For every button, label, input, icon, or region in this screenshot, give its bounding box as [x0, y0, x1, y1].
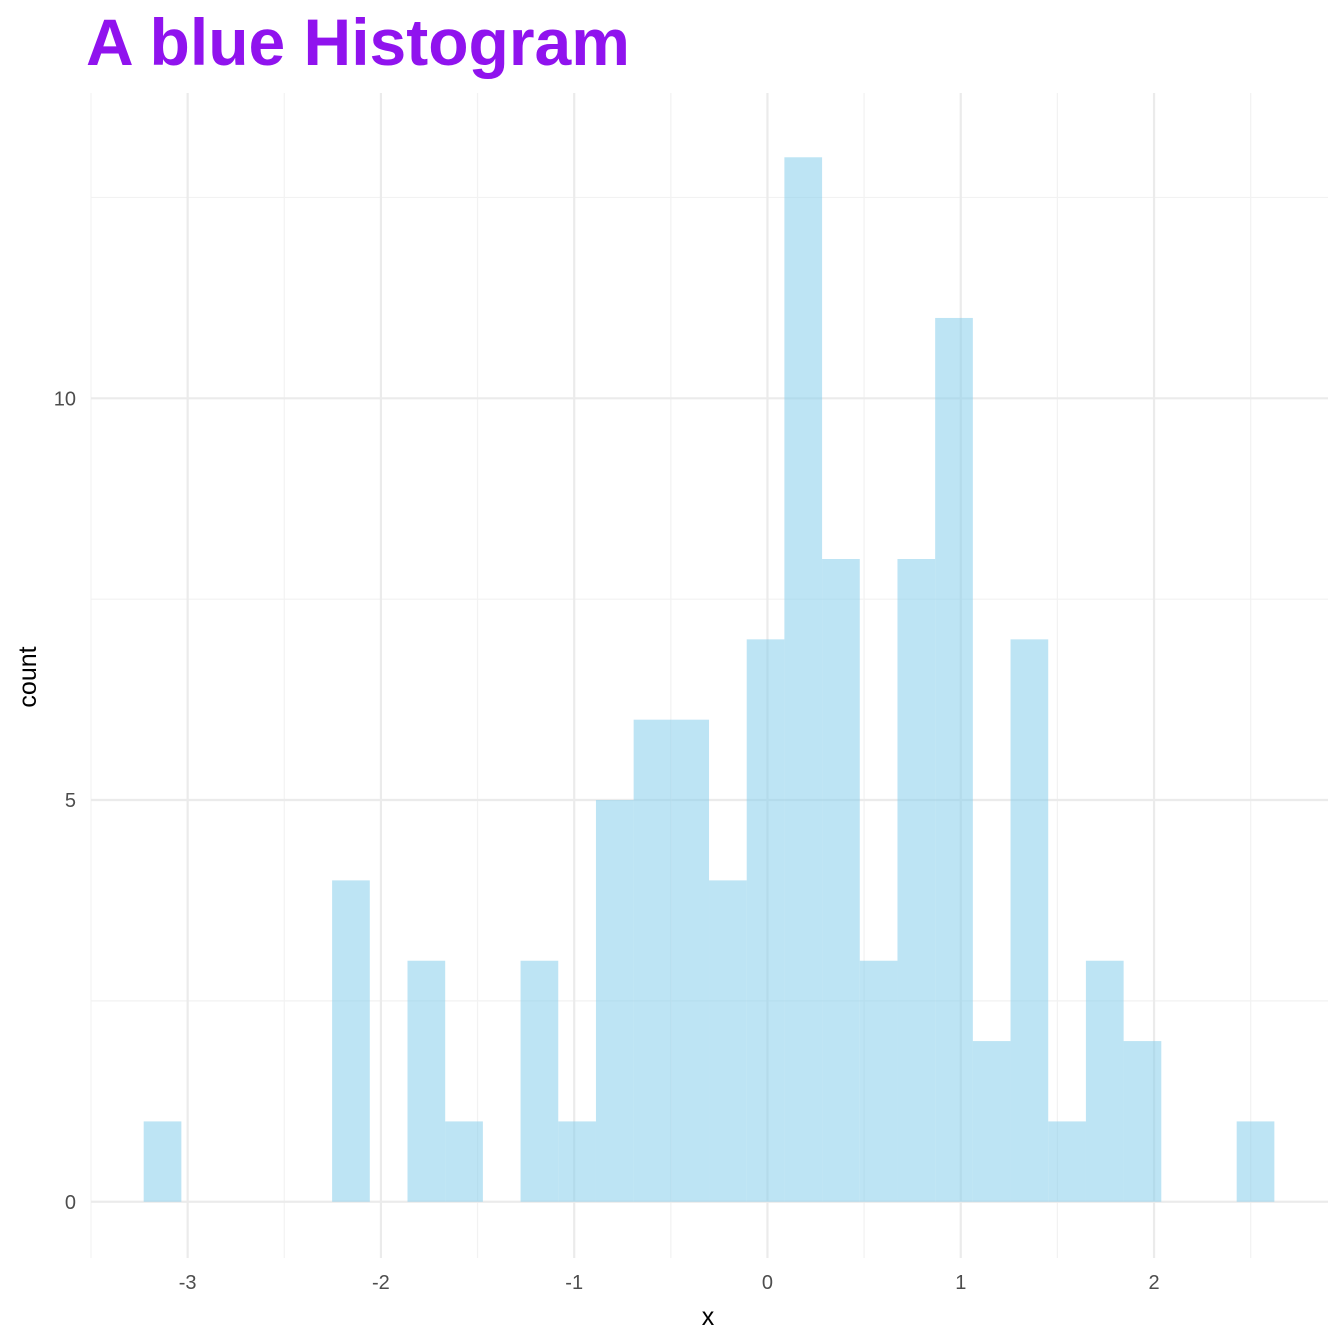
y-axis-title: count — [14, 646, 42, 707]
histogram-bar — [897, 559, 936, 1202]
chart-title: A blue Histogram — [86, 5, 630, 79]
histogram-bar — [972, 1041, 1011, 1202]
histogram-bar — [784, 157, 823, 1202]
x-tick-label: 2 — [1148, 1272, 1159, 1294]
histogram-bar — [671, 719, 710, 1202]
histogram-bar — [520, 960, 559, 1202]
x-axis-tick-labels: -3 -2 -1 0 1 2 — [179, 1272, 1160, 1294]
histogram-bar — [558, 1121, 596, 1202]
x-tick-label: 1 — [955, 1272, 966, 1294]
x-tick-label: -1 — [565, 1272, 583, 1294]
x-tick-label: -2 — [372, 1272, 390, 1294]
minor-gridlines — [90, 93, 1328, 1258]
histogram-bar — [1048, 1121, 1086, 1202]
y-tick-label: 5 — [65, 790, 76, 812]
histogram-bar — [746, 639, 785, 1202]
y-axis-tick-labels: 0 5 10 — [54, 388, 76, 1213]
histogram-bar — [1236, 1121, 1275, 1202]
histogram-bar — [859, 960, 898, 1202]
histogram-bar — [445, 1121, 483, 1202]
x-tick-label: 0 — [762, 1272, 773, 1294]
histogram-bar — [407, 960, 446, 1202]
y-tick-label: 10 — [54, 388, 76, 410]
histogram-bar — [143, 1121, 182, 1202]
x-axis-title: x — [702, 1303, 715, 1331]
histogram-bar — [1085, 960, 1124, 1202]
histogram-bar — [1010, 639, 1049, 1202]
histogram-bar — [822, 559, 860, 1202]
histogram-bar — [595, 800, 634, 1202]
histogram-bar — [332, 880, 370, 1202]
histogram-bar — [1123, 1041, 1162, 1202]
histogram-bar — [633, 719, 672, 1202]
histogram-bar — [709, 880, 747, 1202]
x-tick-label: -3 — [179, 1272, 197, 1294]
histogram-bars — [143, 157, 1275, 1202]
y-tick-label: 0 — [65, 1192, 76, 1214]
histogram-bar — [935, 317, 973, 1202]
